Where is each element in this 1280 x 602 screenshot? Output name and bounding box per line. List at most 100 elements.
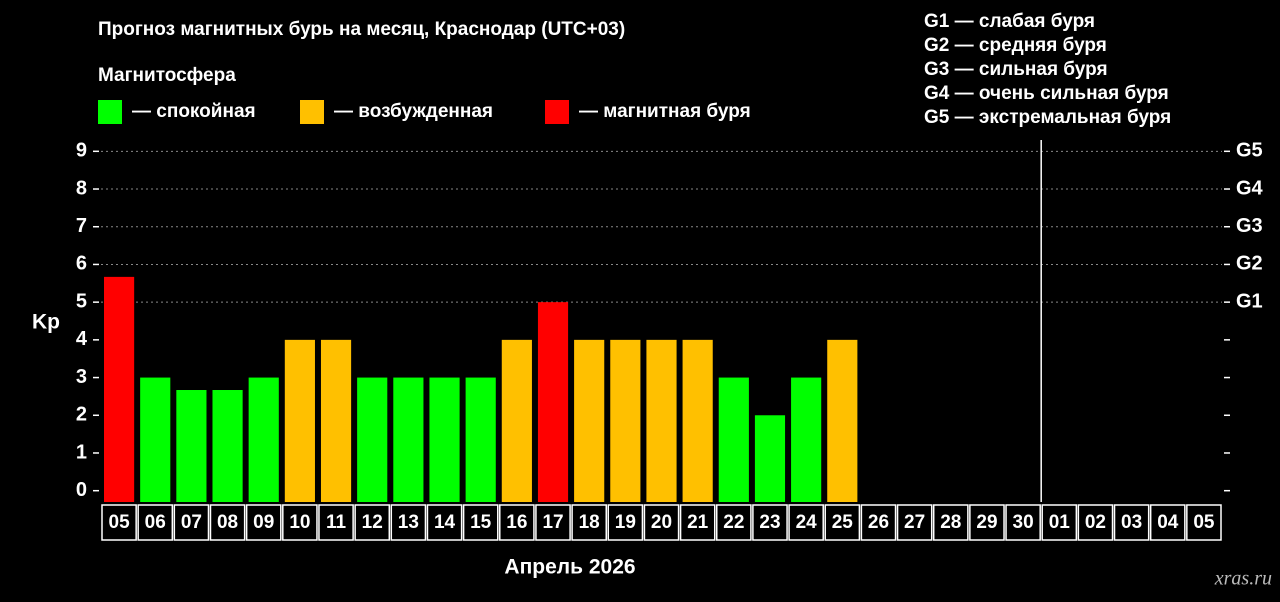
x-tick-label: 14 xyxy=(434,512,456,533)
bar xyxy=(429,377,460,502)
legend-label: — возбужденная xyxy=(334,101,493,122)
x-tick-label: 16 xyxy=(506,512,527,533)
x-tick-label: 25 xyxy=(832,512,854,533)
legend-swatch xyxy=(300,100,324,124)
x-tick-box xyxy=(209,504,246,541)
x-tick-box xyxy=(643,504,680,541)
bar xyxy=(465,377,496,502)
x-tick-label: 15 xyxy=(470,512,492,533)
x-tick-label: 26 xyxy=(868,512,889,533)
y-tick-label: 1 xyxy=(76,441,87,463)
y-tick-label: 2 xyxy=(76,404,87,426)
y-tick-label: 3 xyxy=(76,366,87,388)
x-tick-box xyxy=(101,504,137,541)
y-tick-label: 7 xyxy=(76,215,87,237)
legend-label: — спокойная xyxy=(132,101,256,122)
x-tick-box xyxy=(462,504,499,541)
x-tick-label: 13 xyxy=(398,512,419,533)
x-tick-box xyxy=(607,504,644,541)
legend-swatch xyxy=(545,100,569,124)
x-tick-box xyxy=(535,504,571,541)
x-tick-label: 07 xyxy=(181,512,202,533)
x-tick-box xyxy=(860,504,897,541)
legend-swatch xyxy=(98,100,122,124)
x-tick-label: 21 xyxy=(687,512,709,533)
y2-tick-label: G2 xyxy=(1236,253,1263,275)
y2-tick-label: G4 xyxy=(1236,177,1264,199)
bar xyxy=(537,302,569,502)
x-tick-box xyxy=(282,504,318,541)
x-tick-box xyxy=(1005,504,1041,541)
bar xyxy=(284,339,315,502)
x-tick-label: 09 xyxy=(253,512,274,533)
scale-note: G2 — средняя буря xyxy=(924,35,1107,56)
legend-label: — магнитная буря xyxy=(579,101,751,122)
y-tick-label: 8 xyxy=(76,177,87,199)
x-tick-box xyxy=(1186,504,1222,541)
bar xyxy=(140,377,171,502)
bar xyxy=(754,415,786,502)
x-tick-label: 08 xyxy=(217,512,238,533)
scale-note: G3 — сильная буря xyxy=(924,59,1108,80)
x-tick-box xyxy=(788,504,824,541)
chart-title: Прогноз магнитных бурь на месяц, Краснод… xyxy=(98,19,625,40)
x-tick-box xyxy=(318,504,354,541)
bar xyxy=(176,390,207,502)
x-tick-box xyxy=(354,504,391,541)
bar xyxy=(718,377,749,502)
scale-note: G5 — экстремальная буря xyxy=(924,107,1171,128)
x-tick-label: 20 xyxy=(651,512,672,533)
x-tick-label: 17 xyxy=(542,512,563,533)
x-tick-box xyxy=(969,504,1005,541)
y2-tick-label: G5 xyxy=(1236,140,1263,162)
x-tick-label: 24 xyxy=(796,512,818,533)
bar xyxy=(393,377,424,502)
x-tick-label: 12 xyxy=(362,512,383,533)
x-tick-box xyxy=(1041,504,1078,541)
bar xyxy=(827,339,858,502)
x-tick-box xyxy=(679,504,716,541)
y-tick-label: 4 xyxy=(76,328,88,350)
bar xyxy=(682,339,713,502)
bar xyxy=(574,339,605,502)
watermark: xras.ru xyxy=(1214,568,1272,590)
x-tick-box xyxy=(390,504,427,541)
y2-tick-label: G3 xyxy=(1236,215,1263,237)
bar xyxy=(357,377,388,502)
bar xyxy=(646,339,677,502)
x-tick-label: 03 xyxy=(1121,512,1142,533)
y-axis-label: Kp xyxy=(32,311,60,334)
x-tick-box xyxy=(1149,504,1186,541)
x-tick-box xyxy=(571,504,608,541)
x-tick-box xyxy=(824,504,861,541)
x-tick-label: 01 xyxy=(1049,512,1071,533)
x-tick-box xyxy=(896,504,933,541)
x-tick-label: 18 xyxy=(579,512,600,533)
x-tick-label: 04 xyxy=(1157,512,1179,533)
x-tick-label: 23 xyxy=(759,512,780,533)
x-tick-box xyxy=(426,504,463,541)
x-tick-label: 30 xyxy=(1013,512,1034,533)
bar xyxy=(501,339,532,502)
x-axis-label: Апрель 2026 xyxy=(504,556,635,579)
x-tick-label: 22 xyxy=(723,512,744,533)
x-tick-box xyxy=(137,504,174,541)
x-tick-box xyxy=(932,504,969,541)
x-tick-label: 27 xyxy=(904,512,925,533)
x-tick-box xyxy=(173,504,210,541)
bar xyxy=(791,377,822,502)
bar xyxy=(104,276,135,502)
x-tick-label: 06 xyxy=(145,512,166,533)
x-tick-box xyxy=(245,504,282,541)
bar xyxy=(212,390,243,502)
bar xyxy=(610,339,641,502)
x-tick-label: 10 xyxy=(289,512,310,533)
bar xyxy=(248,377,279,502)
x-tick-label: 28 xyxy=(940,512,961,533)
x-tick-box xyxy=(752,504,788,541)
y-tick-label: 0 xyxy=(76,479,87,501)
x-tick-label: 11 xyxy=(326,512,347,533)
x-tick-label: 05 xyxy=(109,512,131,533)
x-tick-box xyxy=(499,504,535,541)
y-tick-label: 9 xyxy=(76,140,87,162)
